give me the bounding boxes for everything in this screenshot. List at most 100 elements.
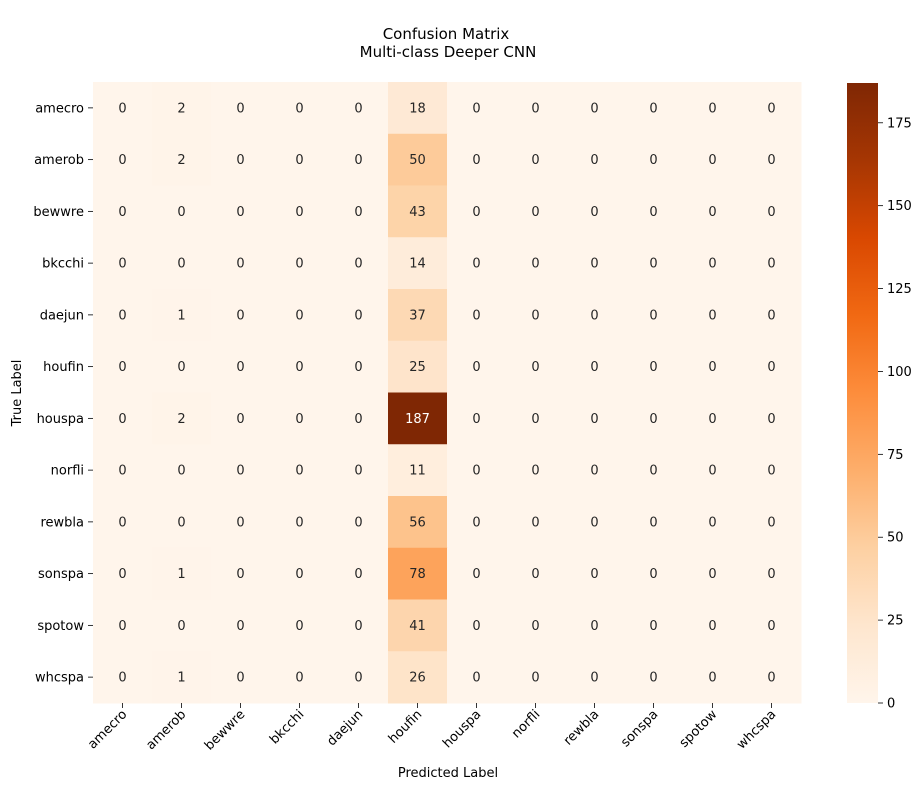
heatmap-cell <box>211 185 271 238</box>
heatmap-cell <box>329 547 389 600</box>
heatmap-cell <box>506 185 566 238</box>
cell-value-label: 0 <box>295 308 303 323</box>
cell-value-label: 0 <box>767 464 775 479</box>
heatmap-cell <box>565 547 625 600</box>
heatmap-cell <box>565 185 625 238</box>
cell-value-label: 0 <box>236 360 244 375</box>
heatmap-cell <box>683 289 743 342</box>
cell-value-label: 0 <box>354 671 362 686</box>
heatmap-cell <box>211 133 271 186</box>
heatmap-cell <box>742 289 802 342</box>
heatmap-cell <box>211 392 271 445</box>
cell-value-label: 0 <box>236 257 244 272</box>
heatmap-cell <box>683 599 743 652</box>
cell-value-label: 0 <box>531 671 539 686</box>
heatmap-cell <box>270 289 330 342</box>
cell-value-label: 0 <box>295 671 303 686</box>
cell-value-label: 0 <box>177 205 185 220</box>
heatmap-cell <box>683 82 743 135</box>
cell-value-label: 0 <box>472 412 480 427</box>
heatmap-cell <box>506 340 566 393</box>
cell-value-label: 0 <box>590 153 598 168</box>
heatmap-cell <box>152 289 212 342</box>
colorbar-tick-label: 0 <box>887 697 895 712</box>
heatmap-cell <box>152 599 212 652</box>
cell-value-label: 0 <box>531 567 539 582</box>
heatmap-cell <box>329 392 389 445</box>
heatmap-cell <box>388 133 448 186</box>
heatmap-cell <box>270 392 330 445</box>
heatmap-cell <box>742 185 802 238</box>
colorbar-tick-label: 100 <box>887 365 912 380</box>
heatmap-cell <box>388 599 448 652</box>
heatmap-cell <box>742 392 802 445</box>
cell-value-label: 0 <box>708 101 716 116</box>
heatmap-cell <box>447 289 507 342</box>
heatmap-cell <box>565 651 625 704</box>
heatmap-cell <box>742 599 802 652</box>
cell-value-label: 0 <box>472 308 480 323</box>
heatmap-cell <box>506 651 566 704</box>
y-tick-label: houspa <box>37 412 84 427</box>
heatmap-cell <box>329 444 389 497</box>
cell-value-label: 0 <box>649 308 657 323</box>
x-tick-label: houfin <box>386 707 426 747</box>
heatmap-cell <box>683 547 743 600</box>
heatmap-cell <box>742 547 802 600</box>
cell-value-label: 0 <box>177 619 185 634</box>
cell-value-label: 0 <box>236 464 244 479</box>
heatmap-cell <box>211 496 271 549</box>
cell-value-label: 0 <box>295 360 303 375</box>
x-tick-label: amecro <box>85 707 130 752</box>
heatmap-cell <box>93 82 153 135</box>
heatmap-cell <box>329 496 389 549</box>
heatmap-cell <box>447 237 507 290</box>
x-tick-label: spotow <box>677 707 721 751</box>
cell-value-label: 0 <box>649 101 657 116</box>
y-tick-label: amerob <box>34 153 84 168</box>
cell-value-label: 0 <box>236 671 244 686</box>
heatmap-cell <box>211 444 271 497</box>
cell-value-label: 0 <box>472 515 480 530</box>
heatmap-cell <box>329 133 389 186</box>
cell-value-label: 50 <box>409 153 426 168</box>
heatmap-cell <box>388 651 448 704</box>
y-tick-label: sonspa <box>38 567 84 582</box>
cell-value-label: 0 <box>649 412 657 427</box>
heatmap-cell <box>152 185 212 238</box>
colorbar-tick-label: 125 <box>887 282 912 297</box>
heatmap-cell <box>565 133 625 186</box>
y-tick-label: rewbla <box>40 515 84 530</box>
heatmap-cell <box>270 547 330 600</box>
colorbar <box>847 83 878 703</box>
heatmap-cell <box>742 496 802 549</box>
heatmap-cell <box>388 496 448 549</box>
x-tick-label: sonspa <box>618 707 661 750</box>
heatmap-cell <box>506 237 566 290</box>
heatmap-cell <box>93 392 153 445</box>
x-tick-label: houspa <box>440 707 484 751</box>
cell-value-label: 0 <box>531 619 539 634</box>
cell-value-label: 0 <box>767 671 775 686</box>
x-axis-label: Predicted Label <box>398 766 498 781</box>
colorbar-tick-label: 75 <box>887 448 904 463</box>
heatmap-cell <box>388 340 448 393</box>
heatmap-cell <box>447 340 507 393</box>
cell-value-label: 0 <box>590 464 598 479</box>
heatmap-cell <box>683 185 743 238</box>
heatmap-cell <box>683 133 743 186</box>
heatmap-cell <box>152 82 212 135</box>
cell-value-label: 11 <box>409 464 426 479</box>
heatmap-cell <box>506 547 566 600</box>
y-tick-label: amecro <box>35 101 84 116</box>
heatmap-cell <box>742 651 802 704</box>
cell-value-label: 0 <box>472 101 480 116</box>
heatmap-cell <box>388 392 448 445</box>
heatmap-cell <box>329 82 389 135</box>
heatmap-cell <box>624 651 684 704</box>
heatmap-cell <box>93 133 153 186</box>
colorbar-tick-label: 25 <box>887 614 904 629</box>
heatmap-cell <box>388 237 448 290</box>
cell-value-label: 0 <box>708 515 716 530</box>
cell-value-label: 0 <box>708 567 716 582</box>
